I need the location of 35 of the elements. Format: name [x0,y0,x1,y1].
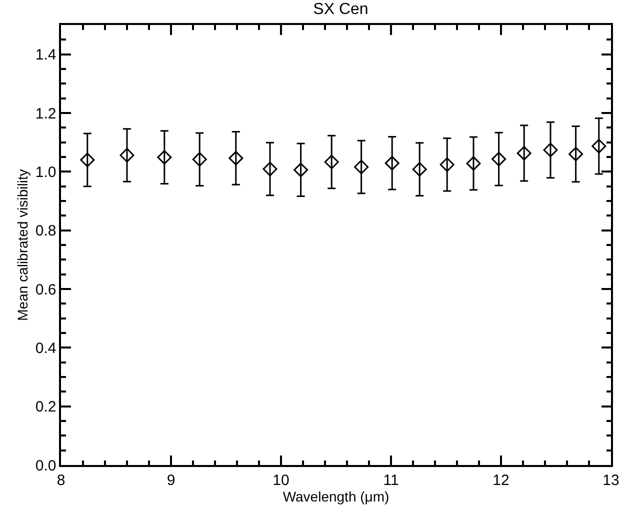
y-tick-label: 1.0 [35,164,56,181]
point [262,162,278,176]
x-tick-label: 10 [272,472,290,489]
point [440,157,454,172]
y-axis-title: Mean calibrated visibility [14,169,30,321]
point [192,152,207,167]
x-tick-label: 11 [383,472,399,489]
point [294,162,308,178]
y-tick-label: 1.4 [35,46,56,64]
x-tick-label: 8 [56,472,66,489]
point [412,162,427,177]
point [120,148,134,162]
point [80,152,95,168]
point [568,146,584,162]
point [543,142,558,158]
chart-title: SX Cen [313,0,368,18]
point [516,146,532,160]
y-tick-label: 0.8 [35,222,56,240]
point [466,156,481,171]
y-tick-label: 0.6 [35,281,56,298]
x-tick-label: 9 [166,472,176,489]
point [157,150,172,165]
point [492,152,506,166]
point [354,160,369,174]
x-tick-label: 12 [492,472,510,489]
y-tick-label: 0.4 [35,340,56,357]
y-tick-label: 1.2 [35,105,56,122]
point [228,150,244,166]
point [384,156,400,170]
x-axis-title: Wavelength (μm) [282,488,390,505]
point [592,138,606,154]
x-tick-label: 13 [602,472,620,489]
point [324,154,339,170]
y-tick-label: 0.0 [35,457,56,474]
y-tick-label: 0.2 [35,398,56,416]
